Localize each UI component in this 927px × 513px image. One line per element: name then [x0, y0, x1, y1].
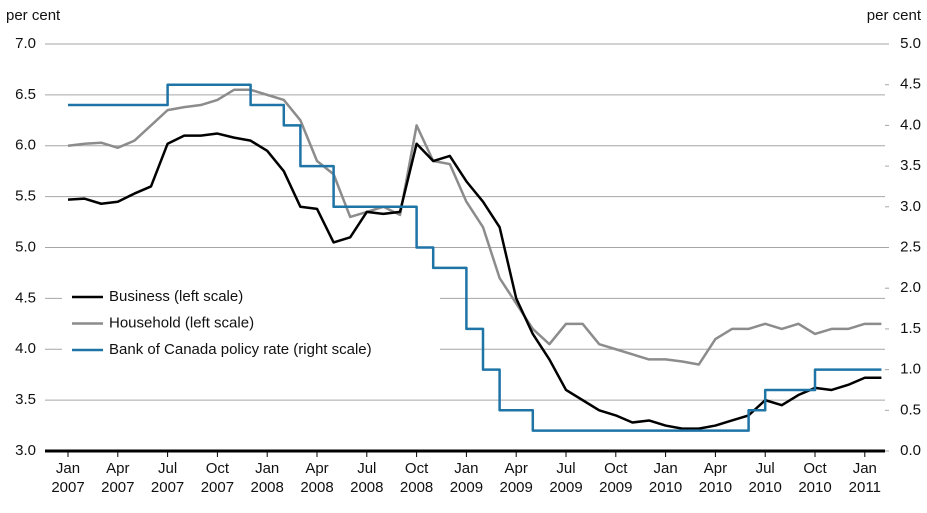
series-line: [67, 88, 882, 366]
y2-tick-label: 0.0: [900, 442, 921, 459]
y2-tick-label: 4.0: [900, 116, 921, 133]
y2-tick-label: 3.5: [900, 157, 921, 174]
y2-tick-label: 2.0: [900, 279, 921, 296]
y-tick-label: 7.0: [15, 35, 36, 52]
y-tick-label: 4.0: [15, 340, 36, 357]
x-tick-label: Apr 2007: [101, 460, 135, 496]
x-tick-label: Jan 2010: [648, 460, 683, 496]
y-tick-label: 3.5: [15, 391, 36, 408]
x-tick-label: Apr 2009: [499, 460, 533, 496]
y-tick-label: 6.5: [15, 86, 36, 103]
x-tick-label: Jul 2007: [150, 460, 185, 496]
y2-tick-label: 4.5: [900, 76, 921, 93]
x-tick-label: Oct 2009: [599, 460, 633, 496]
series-line: [67, 132, 882, 430]
y2-tick-label: 3.0: [900, 198, 921, 215]
legend-label: Business (left scale): [109, 288, 243, 305]
legend-background: [62, 283, 440, 363]
legend: Business (left scale) Household (left sca…: [62, 283, 440, 363]
x-tick-label: Jan 2007: [51, 460, 85, 496]
series-line: [68, 83, 882, 432]
x-tick-label: Jan 2008: [250, 460, 284, 496]
y2-tick-label: 2.5: [900, 238, 921, 255]
x-tick-label: Jan 2009: [449, 460, 484, 496]
y2-tick-label: 1.0: [900, 361, 921, 378]
x-tick-label: Jul 2008: [350, 460, 384, 496]
y-tick-label: 3.0: [15, 442, 36, 459]
y2-tick-label: 0.5: [900, 401, 921, 418]
y2-tick-label: 1.5: [900, 320, 921, 337]
x-tick-label: Apr 2008: [300, 460, 334, 496]
x-tick-label: Jul 2010: [748, 460, 782, 496]
x-tick-label: Jul 2009: [549, 460, 583, 496]
legend-label: Household (left scale): [109, 314, 254, 331]
y2-axis-title: per cent: [867, 7, 922, 24]
legend-label: Bank of Canada policy rate (right scale): [109, 341, 372, 358]
x-tick-label: Oct 2008: [399, 460, 434, 496]
x-tick-label: Apr 2010: [698, 460, 733, 496]
y-tick-label: 4.5: [15, 289, 36, 306]
x-tick-label: Oct 2007: [200, 460, 235, 496]
y-tick-label: 5.0: [15, 238, 36, 255]
y-tick-label: 6.0: [15, 137, 36, 154]
y2-tick-label: 5.0: [900, 35, 921, 52]
x-tick-label: Oct 2010: [798, 460, 832, 496]
y-tick-label: 5.5: [15, 188, 36, 205]
y-axis-title: per cent: [6, 7, 61, 24]
x-tick-label: Jan 2011: [848, 460, 881, 496]
